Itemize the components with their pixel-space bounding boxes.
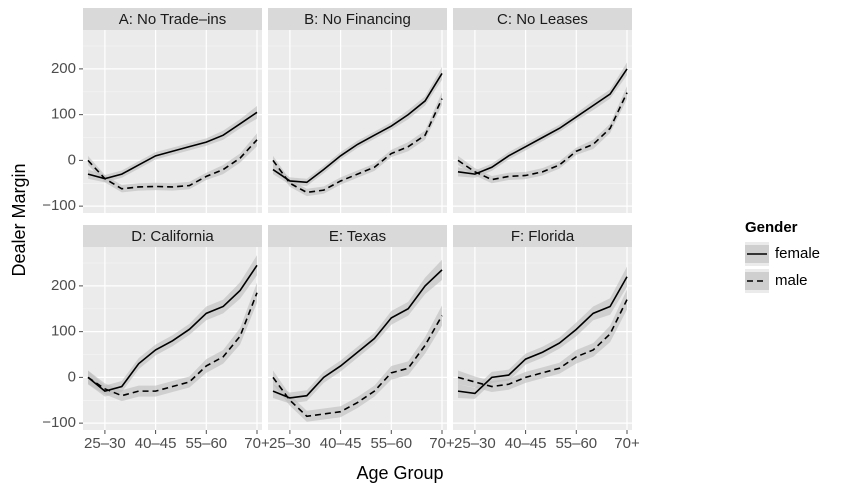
y-tick-label: 0 — [68, 151, 76, 168]
y-tick-label: −100 — [42, 414, 76, 431]
x-tick-label: 25–30 — [269, 435, 311, 452]
y-tick-label: 100 — [51, 106, 76, 123]
confidence-band — [273, 92, 442, 197]
strip — [453, 225, 632, 247]
strip — [83, 225, 262, 247]
y-tick-label: 200 — [51, 277, 76, 294]
strip-title: F: Florida — [511, 228, 575, 245]
legend-label: female — [775, 245, 820, 262]
y-tick-label: 200 — [51, 60, 76, 77]
line — [272, 98, 443, 194]
strip-title: B: No Financing — [304, 11, 411, 28]
y-tick-label: 100 — [51, 323, 76, 340]
confidence-band — [458, 289, 627, 393]
x-tick-label: 40–45 — [320, 435, 362, 452]
x-tick-label: 40–45 — [135, 435, 177, 452]
x-tick-label: 55–60 — [370, 435, 412, 452]
strip — [268, 225, 447, 247]
strip-title: A: No Trade–ins — [119, 11, 227, 28]
strip — [83, 8, 262, 30]
y-axis-title: Dealer Margin — [9, 163, 29, 276]
strip-title: D: California — [131, 228, 214, 245]
strip-title: E: Texas — [329, 228, 386, 245]
line — [87, 139, 258, 190]
line — [87, 292, 258, 397]
line — [87, 264, 258, 392]
x-tick-label: 70+ — [429, 435, 455, 452]
x-tick-label: 70+ — [244, 435, 270, 452]
line — [457, 92, 628, 181]
y-tick-label: 0 — [68, 368, 76, 385]
line — [272, 269, 443, 399]
x-tick-label: 40–45 — [505, 435, 547, 452]
panel-background — [453, 30, 632, 213]
line — [457, 68, 628, 175]
x-tick-label: 25–30 — [454, 435, 496, 452]
x-tick-label: 70+ — [614, 435, 640, 452]
line — [272, 73, 443, 184]
line — [87, 111, 258, 180]
line — [457, 276, 628, 395]
x-tick-label: 55–60 — [185, 435, 227, 452]
strip-title: C: No Leases — [497, 11, 588, 28]
x-axis-title: Age Group — [356, 463, 443, 483]
y-tick-label: −100 — [42, 197, 76, 214]
confidence-band — [273, 305, 442, 422]
x-tick-label: 25–30 — [84, 435, 126, 452]
legend-title: Gender — [745, 219, 798, 236]
line — [272, 315, 443, 418]
legend-label: male — [775, 272, 808, 289]
strip — [453, 8, 632, 30]
x-tick-label: 55–60 — [555, 435, 597, 452]
line — [457, 299, 628, 388]
strip — [268, 8, 447, 30]
